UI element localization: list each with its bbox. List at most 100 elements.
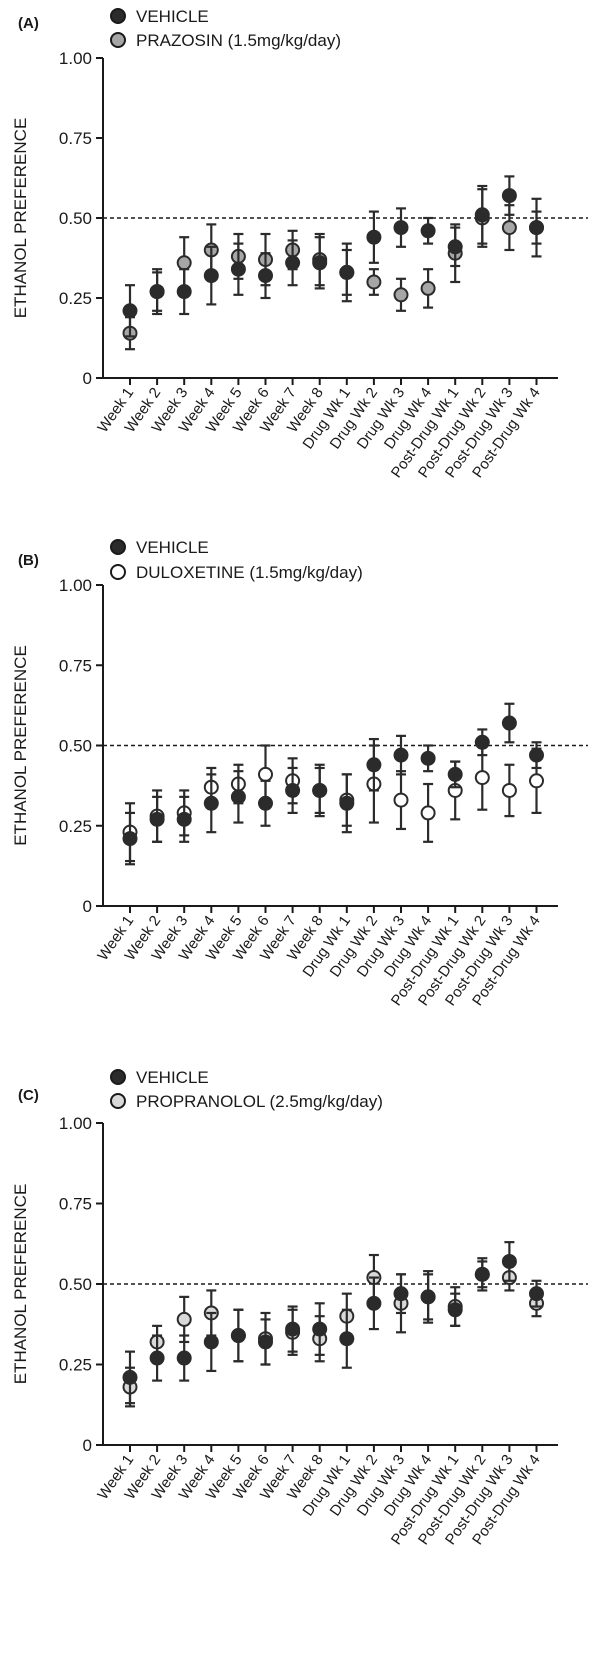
data-point [474, 734, 490, 750]
legend-label: PROPRANOLOL (2.5mg/kg/day) [136, 1092, 383, 1111]
y-axis-label: ETHANOL PREFERENCE [11, 645, 30, 846]
legend-marker [110, 1093, 126, 1109]
data-point [474, 770, 490, 786]
panel-label: (B) [18, 552, 39, 569]
data-point [258, 1334, 273, 1350]
data-point [393, 1286, 409, 1302]
data-point [420, 280, 436, 296]
legend-marker [110, 564, 126, 580]
legend-marker [110, 539, 126, 555]
data-point [149, 811, 165, 827]
data-point [176, 284, 192, 300]
data-point [176, 1311, 192, 1327]
data-point [258, 795, 273, 811]
data-point [366, 229, 382, 245]
y-tick-label: 0.75 [59, 656, 92, 675]
data-point [529, 747, 544, 763]
data-point [420, 1289, 436, 1305]
data-point [501, 1253, 517, 1269]
data-point [122, 831, 138, 847]
y-tick-label: 0.75 [59, 129, 92, 148]
legend-label: DULOXETINE (1.5mg/kg/day) [136, 563, 363, 582]
y-tick-label: 0.50 [59, 1275, 92, 1294]
legend-marker [110, 32, 126, 48]
data-point [393, 792, 409, 808]
y-axis-label: ETHANOL PREFERENCE [11, 1184, 30, 1385]
data-point [285, 255, 301, 271]
data-point [474, 207, 490, 223]
panel-3: (C) VEHICLE PROPRANOLOL (2.5mg/kg/day) ETHA… [11, 1068, 588, 1548]
data-point [149, 1350, 165, 1366]
data-point [529, 220, 544, 236]
data-point [366, 1295, 382, 1311]
data-point [366, 274, 382, 290]
legend-marker [110, 8, 126, 24]
data-point [447, 766, 463, 782]
data-point [258, 766, 273, 782]
y-axis-label: ETHANOL PREFERENCE [11, 118, 30, 319]
y-tick-label: 0 [83, 897, 92, 916]
y-tick-label: 0.50 [59, 737, 92, 756]
data-point [230, 789, 246, 805]
y-tick-label: 0 [83, 1436, 92, 1455]
legend-label: VEHICLE [136, 1068, 209, 1087]
data-point [176, 1350, 192, 1366]
data-point [474, 1266, 490, 1282]
data-point [285, 782, 301, 798]
data-point [176, 811, 192, 827]
data-point [230, 261, 246, 277]
y-tick-label: 0.50 [59, 209, 92, 228]
data-point [203, 268, 219, 284]
y-tick-label: 1.00 [59, 576, 92, 595]
data-point [501, 782, 517, 798]
data-point [258, 268, 273, 284]
data-point [501, 188, 517, 204]
data-point [420, 805, 436, 821]
legend-label: VEHICLE [136, 7, 209, 26]
panel-label: (C) [18, 1087, 39, 1104]
data-point [447, 1302, 463, 1318]
data-point [420, 223, 436, 239]
data-point [230, 1328, 246, 1344]
data-point [447, 239, 463, 255]
legend-label: VEHICLE [136, 538, 209, 557]
data-point [393, 747, 409, 763]
y-tick-label: 0.75 [59, 1195, 92, 1214]
legend-marker [110, 1069, 126, 1085]
y-tick-label: 0 [83, 369, 92, 388]
y-tick-label: 0.25 [59, 1356, 92, 1375]
data-point [312, 255, 328, 271]
y-tick-label: 0.25 [59, 817, 92, 836]
series-treatment [122, 744, 544, 863]
data-point [122, 1369, 138, 1385]
y-tick-label: 1.00 [59, 49, 92, 68]
legend-label: PRAZOSIN (1.5mg/kg/day) [136, 31, 341, 50]
data-point [203, 795, 219, 811]
data-point [149, 284, 165, 300]
data-point [501, 220, 517, 236]
data-point [393, 220, 409, 236]
data-point [285, 1321, 301, 1337]
data-point [312, 1321, 328, 1337]
data-point [529, 1286, 544, 1302]
y-tick-label: 1.00 [59, 1114, 92, 1133]
data-point [501, 715, 517, 731]
series-vehicle [122, 175, 544, 338]
data-point [339, 1331, 355, 1347]
y-tick-label: 0.25 [59, 289, 92, 308]
data-point [529, 773, 544, 789]
panel-2: (B) VEHICLE DULOXETINE (1.5mg/kg/day) ETHAN… [11, 538, 588, 1009]
series-vehicle [122, 1241, 544, 1405]
panel-label: (A) [18, 15, 39, 32]
series-vehicle [122, 702, 544, 866]
data-point [312, 782, 328, 798]
data-point [203, 1334, 219, 1350]
data-point [122, 303, 138, 319]
data-point [393, 287, 409, 303]
data-point [366, 757, 382, 773]
data-point [176, 255, 192, 271]
data-point [339, 795, 355, 811]
data-point [339, 264, 355, 280]
